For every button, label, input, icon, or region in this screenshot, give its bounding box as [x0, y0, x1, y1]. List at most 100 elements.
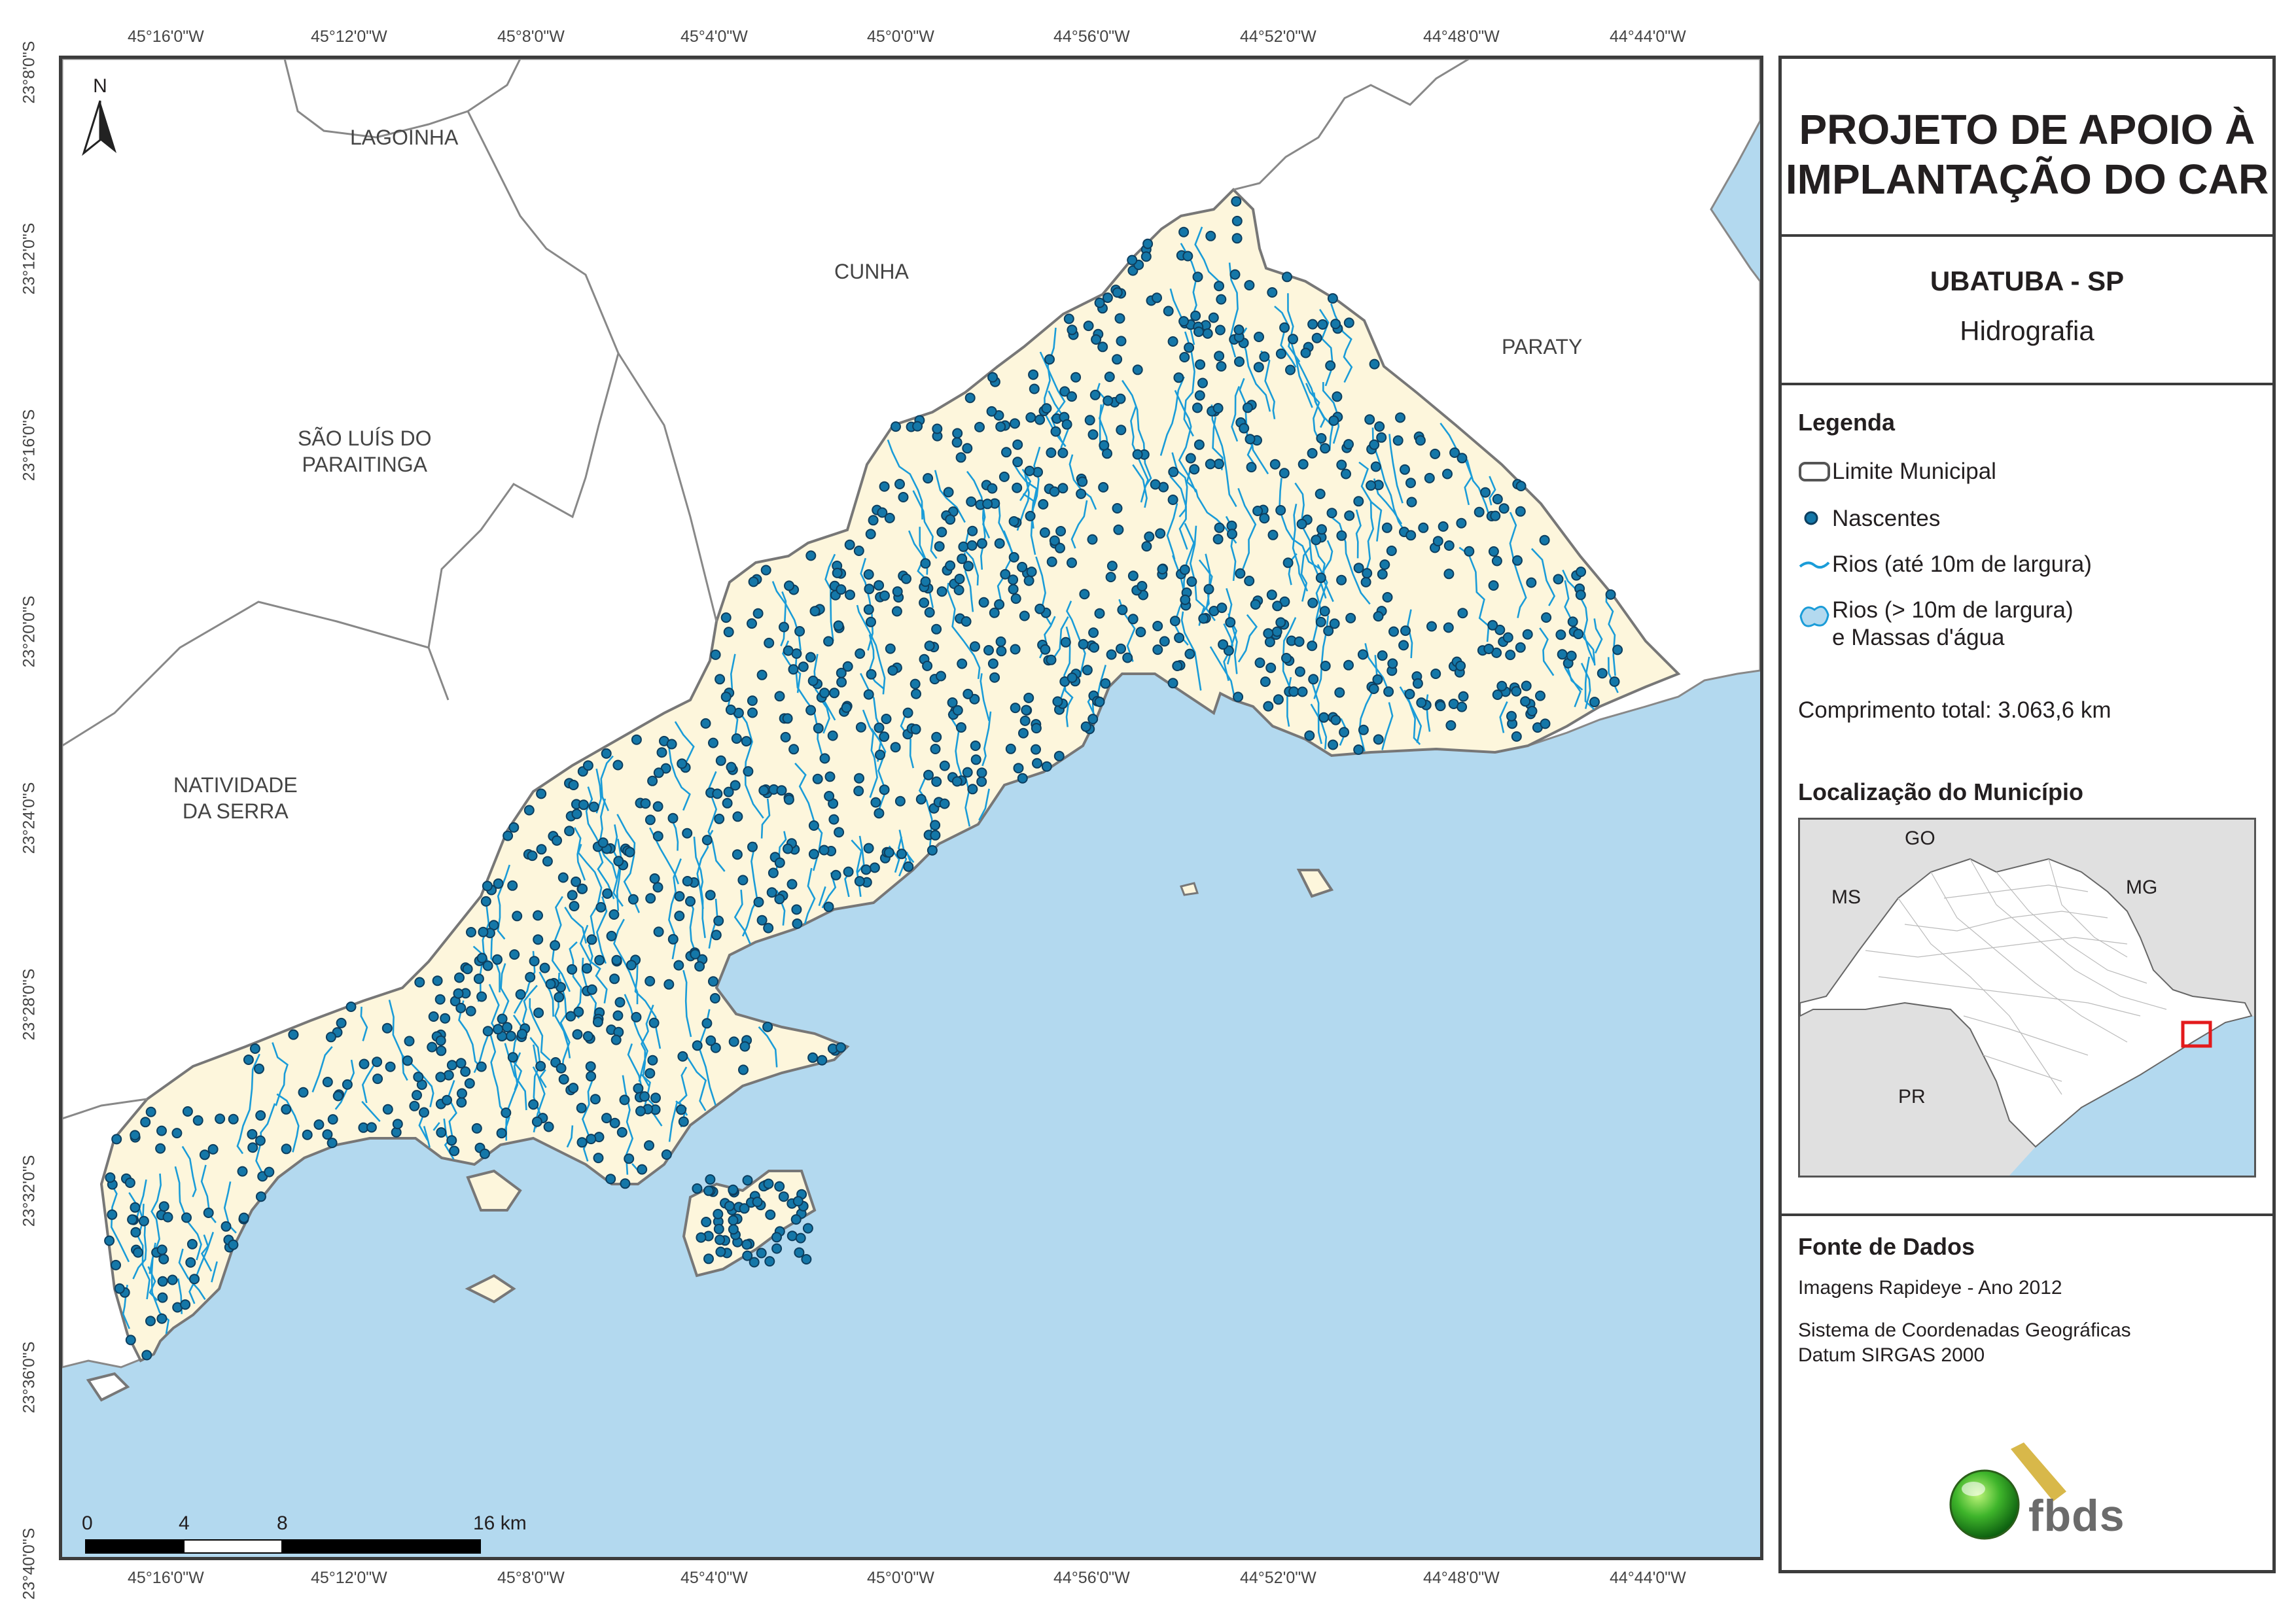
spring-point: [1443, 540, 1455, 551]
island: [1179, 882, 1199, 896]
spring-point: [1285, 364, 1296, 375]
spring-point: [701, 1018, 713, 1029]
river-line: [668, 1102, 678, 1142]
spring-point: [674, 891, 685, 902]
spring-point: [649, 873, 660, 884]
spring-point: [427, 1041, 438, 1053]
spring-point: [987, 372, 998, 383]
spring-point: [653, 767, 664, 778]
spring-point: [1374, 421, 1385, 432]
spring-point: [539, 962, 550, 973]
spring-point: [1294, 636, 1305, 647]
spring-point: [382, 1104, 393, 1115]
river-line-icon: [1799, 561, 1830, 569]
coordinate-label: 44°52'0"W: [1240, 1569, 1316, 1587]
source-text: Datum SIRGAS 2000: [1798, 1344, 1985, 1366]
spring-point: [1332, 391, 1343, 402]
spring-point: [924, 607, 935, 618]
spring-point: [1150, 479, 1161, 490]
spring-point: [752, 608, 764, 619]
coordinate-label: 45°8'0"W: [497, 1569, 565, 1587]
spring-point: [479, 1148, 490, 1159]
spring-point: [962, 767, 973, 778]
spring-point: [313, 1119, 325, 1130]
spring-point: [1330, 319, 1341, 330]
spring-point: [1362, 568, 1373, 579]
spring-point: [517, 1028, 527, 1039]
spring-point: [709, 993, 720, 1003]
spring-point: [601, 748, 612, 759]
river-line: [900, 712, 915, 769]
spring-point: [436, 1127, 447, 1138]
spring-point: [1127, 254, 1138, 266]
spring-point: [1267, 529, 1279, 540]
spring-point: [189, 1274, 200, 1285]
spring-point: [1395, 412, 1405, 423]
spring-point: [141, 1350, 152, 1361]
spring-point: [854, 773, 864, 784]
spring-point: [645, 1068, 656, 1079]
legend-item-rios-small: Rios (até 10m de largura): [1798, 551, 2092, 580]
spring-point: [228, 1239, 239, 1250]
spring-point: [586, 934, 597, 945]
spring-point: [1055, 542, 1065, 553]
spring-point: [1379, 559, 1390, 570]
river-line: [200, 1164, 217, 1223]
coordinate-label: 44°52'0"W: [1240, 27, 1316, 46]
spring-point: [836, 667, 847, 678]
spring-point: [1067, 391, 1077, 402]
river-line: [860, 557, 874, 651]
legend-label: e Massas d'água: [1832, 625, 2005, 650]
spring-point: [705, 1174, 716, 1185]
spring-point: [1526, 577, 1537, 588]
spring-point: [402, 1055, 413, 1066]
river-line: [1169, 476, 1188, 550]
spring-point: [203, 1208, 214, 1218]
spring-point: [1449, 447, 1460, 458]
spring-point: [854, 876, 865, 887]
spring-point: [923, 769, 934, 780]
spring-point: [931, 731, 942, 742]
river-line: [1439, 423, 1473, 506]
spring-point: [1233, 324, 1245, 336]
spring-point: [783, 843, 793, 854]
spring-point: [1457, 453, 1468, 464]
spring-point: [966, 496, 977, 507]
spring-point: [1311, 534, 1322, 546]
spring-point: [962, 443, 973, 454]
spring-point: [594, 954, 605, 966]
river-line: [513, 951, 536, 1014]
spring-point: [1102, 292, 1113, 304]
spring-point: [639, 1091, 650, 1102]
river-line: [1237, 487, 1257, 573]
map-frame[interactable]: LAGOINHA CUNHA PARATY SÃO LUÍS DO PARAIT…: [59, 56, 1763, 1560]
spring-point: [722, 797, 733, 809]
river-line: [758, 1026, 778, 1068]
inset-label: GO: [1905, 828, 1935, 849]
inset-ocean: [2009, 1016, 2254, 1176]
spring-point: [1185, 453, 1196, 464]
river-line: [1070, 500, 1088, 549]
spring-point: [1250, 599, 1261, 610]
river-line: [1159, 376, 1185, 456]
spring-point: [726, 761, 737, 773]
river-line: [1584, 656, 1595, 710]
spring-point: [611, 954, 622, 966]
river-line: [771, 581, 802, 651]
spring-point: [1494, 624, 1506, 635]
spring-point: [1017, 561, 1028, 572]
spring-point: [1400, 464, 1410, 475]
spring-point: [1376, 432, 1387, 443]
island: [86, 1372, 130, 1402]
spring-point: [701, 1217, 712, 1227]
spring-point: [1213, 459, 1224, 470]
spring-point: [855, 648, 866, 659]
river-line: [947, 713, 964, 783]
coordinate-label: 45°16'0"W: [128, 27, 204, 46]
spring-point: [1443, 622, 1454, 633]
spring-point: [1112, 503, 1123, 514]
spring-point: [967, 525, 978, 536]
spring-point: [1343, 317, 1354, 328]
spring-point: [1028, 369, 1039, 380]
spring-point: [844, 539, 855, 550]
